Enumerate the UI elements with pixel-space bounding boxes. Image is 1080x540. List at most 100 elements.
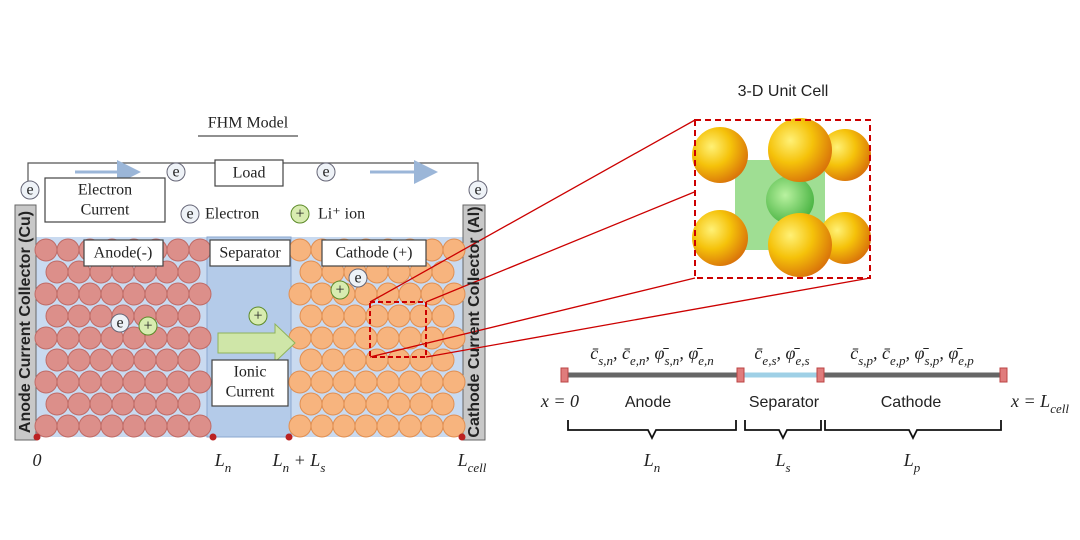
particle <box>376 326 400 350</box>
zoom-line <box>425 277 871 358</box>
math-part: c̄ <box>754 343 763 363</box>
math-part: L <box>774 450 785 470</box>
particle <box>34 414 58 438</box>
particle <box>299 348 323 372</box>
particle <box>177 392 201 416</box>
math-subscript: s <box>320 460 325 475</box>
math-subscript: s,p <box>925 353 940 368</box>
math-part: 0 <box>33 450 42 470</box>
ion-symbol: + <box>143 318 152 335</box>
particle <box>310 414 334 438</box>
load-label: Load <box>233 165 266 182</box>
particle <box>431 392 455 416</box>
ion-icon <box>330 280 350 300</box>
particle <box>420 282 444 306</box>
particle <box>442 238 466 262</box>
particle <box>376 414 400 438</box>
boundary-marker <box>560 367 569 383</box>
brace <box>567 420 737 441</box>
domain-length: Ls <box>774 450 790 475</box>
electron-icon <box>180 204 200 224</box>
particle <box>100 282 124 306</box>
domain-region: Anode <box>625 394 671 411</box>
boundary-marker <box>736 367 745 383</box>
particle <box>409 392 433 416</box>
legend-ion: Li⁺ ion <box>318 206 365 223</box>
ionic-current-box <box>211 359 289 407</box>
cathode-label-box <box>321 239 427 267</box>
electron-icon <box>20 180 40 200</box>
braces <box>567 420 1002 441</box>
separator-label: Separator <box>219 245 281 262</box>
particle <box>409 304 433 328</box>
domain-length: Lp <box>903 450 921 475</box>
particle <box>45 348 69 372</box>
math-part: c̄ <box>590 343 599 363</box>
math-subscript: n <box>225 460 232 475</box>
math-subscript: e,s <box>762 353 776 368</box>
anode-label-box <box>83 239 164 267</box>
domain-variables: c̄s,p, c̄e,p, φ̄s,p, φ̄e,p <box>850 343 974 368</box>
boundary-markers <box>560 367 1008 383</box>
math-subscript: e,p <box>958 353 974 368</box>
ion-icon <box>290 204 310 224</box>
electron-icon <box>110 313 130 333</box>
cathode-collector-label: Cathode Current Collector (Al) <box>466 206 483 437</box>
particle <box>420 370 444 394</box>
particle <box>343 304 367 328</box>
math-subscript: s,n <box>665 353 680 368</box>
particle <box>420 326 444 350</box>
particle <box>78 282 102 306</box>
math-part: , φ̄ <box>679 343 703 363</box>
particle <box>34 282 58 306</box>
ionic-current-label: Current <box>226 384 275 401</box>
particle <box>122 414 146 438</box>
particle <box>321 392 345 416</box>
particle <box>111 348 135 372</box>
unit-cell-frame <box>694 119 871 279</box>
electron-current-label: Electron <box>78 182 132 199</box>
particle <box>155 304 179 328</box>
math-part: , c̄ <box>613 343 631 363</box>
position-label: Lcell <box>457 450 487 475</box>
position-dot <box>33 433 41 441</box>
particle <box>321 348 345 372</box>
particle <box>166 414 190 438</box>
particle <box>56 326 80 350</box>
particle <box>343 392 367 416</box>
particle <box>398 370 422 394</box>
particle <box>56 370 80 394</box>
math-part: L <box>903 450 914 470</box>
math-part: + L <box>289 450 320 470</box>
electron-symbol: e <box>354 270 361 287</box>
particle <box>45 260 69 284</box>
anode-collector-label: Anode Current Collector (Cu) <box>17 211 34 433</box>
math-subscript: p <box>913 460 921 475</box>
particle <box>398 414 422 438</box>
particle <box>288 238 312 262</box>
particle <box>56 282 80 306</box>
particle <box>288 370 312 394</box>
math-part: , φ̄ <box>906 343 930 363</box>
particle <box>310 370 334 394</box>
particle <box>111 392 135 416</box>
particle <box>420 414 444 438</box>
particle <box>56 238 80 262</box>
particle <box>34 370 58 394</box>
ion-symbol: + <box>253 308 262 325</box>
load-box <box>214 159 284 187</box>
domain-start: x = 0 <box>540 391 579 411</box>
particle <box>133 392 157 416</box>
particle <box>155 348 179 372</box>
particle <box>56 414 80 438</box>
sphere <box>768 213 832 277</box>
math-part: c̄ <box>850 343 859 363</box>
boundary-marker <box>999 367 1008 383</box>
particle <box>299 304 323 328</box>
particle <box>188 414 212 438</box>
electron-icon <box>166 162 186 182</box>
layout <box>14 118 1008 441</box>
particle <box>188 326 212 350</box>
sphere <box>819 129 871 181</box>
